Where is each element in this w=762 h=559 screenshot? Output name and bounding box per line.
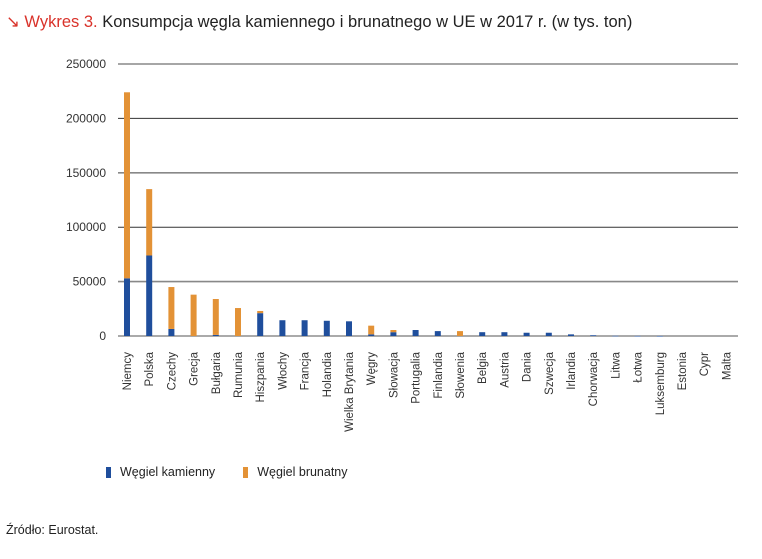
source-note: Źródło: Eurostat.: [6, 523, 99, 537]
bar-lignite: [124, 92, 130, 279]
title-text: Konsumpcja węgla kamiennego i brunatnego…: [102, 13, 633, 31]
bar-hard-coal: [279, 320, 286, 336]
bar-hard-coal: [501, 332, 508, 336]
bar-hard-coal: [146, 255, 153, 336]
x-tick-label: Holandia: [322, 351, 334, 397]
bar-hard-coal: [257, 313, 264, 336]
legend-item-hard-coal: Węgiel kamienny: [106, 465, 215, 479]
x-tick-label: Grecja: [189, 351, 201, 385]
bar-hard-coal: [568, 334, 574, 336]
x-tick-label: Malta: [721, 351, 733, 380]
x-tick-label: Cypr: [699, 352, 711, 376]
y-tick-label: 200000: [66, 111, 106, 125]
x-tick-label: Francja: [300, 351, 312, 390]
x-tick-label: Polska: [144, 351, 156, 386]
x-tick-label: Luksemburg: [655, 352, 667, 415]
bar-hard-coal: [656, 335, 663, 337]
x-tick-label: Dania: [522, 351, 534, 382]
bar-hard-coal: [479, 332, 486, 336]
bar-hard-coal: [634, 335, 641, 337]
y-tick-label: 150000: [66, 166, 106, 180]
bar-lignite: [168, 287, 175, 329]
y-tick-label: 250000: [66, 57, 106, 71]
bar-lignite: [457, 331, 463, 336]
legend-label: Węgiel kamienny: [120, 465, 216, 479]
x-tick-label: Portugalia: [411, 351, 423, 403]
bar-hard-coal: [390, 332, 397, 336]
x-tick-label: Estonia: [677, 351, 689, 390]
bar-hard-coal: [346, 321, 352, 336]
x-tick-label: Litwa: [610, 351, 622, 378]
x-tick-label: Hiszpania: [255, 351, 267, 402]
y-tick-label: 0: [99, 329, 106, 343]
x-tick-label: Wielka Brytania: [344, 351, 356, 431]
bar-hard-coal: [412, 330, 419, 336]
bar-hard-coal: [124, 278, 130, 336]
x-tick-label: Bułgaria: [211, 351, 223, 394]
bar-hard-coal: [368, 334, 375, 336]
y-tick-label: 100000: [66, 220, 106, 234]
bar-hard-coal: [612, 335, 619, 337]
legend: Węgiel kamienny Węgiel brunatny: [106, 465, 348, 479]
x-tick-label: Chorwacja: [588, 351, 600, 406]
legend-label: Węgiel brunatny: [257, 465, 348, 479]
x-tick-label: Irlandia: [566, 351, 578, 389]
bar-hard-coal: [212, 334, 219, 336]
x-tick-label: Austria: [499, 351, 511, 387]
bar-lignite: [390, 330, 397, 333]
x-tick-label: Słowacja: [388, 351, 400, 398]
bar-lignite: [368, 325, 375, 335]
x-tick-label: Finlandia: [433, 351, 445, 398]
bar-hard-coal: [523, 332, 530, 336]
legend-swatch: [243, 466, 249, 478]
x-tick-label: Czechy: [166, 352, 178, 391]
bar-hard-coal: [545, 332, 552, 336]
bar-lignite: [190, 294, 197, 336]
x-tick-label: Niemcy: [122, 352, 134, 391]
x-tick-label: Szwecja: [544, 351, 556, 394]
bar-hard-coal: [434, 331, 441, 336]
x-tick-label: Belgia: [477, 351, 489, 384]
x-tick-label: Włochy: [277, 352, 289, 390]
chart-title: ↘ Wykres 3. Konsumpcja węgla kamiennego …: [6, 12, 632, 32]
bar-lignite: [235, 308, 241, 336]
legend-item-lignite: Węgiel brunatny: [243, 465, 348, 479]
bar-hard-coal: [590, 335, 597, 336]
figure-number: ↘ Wykres 3.: [6, 13, 98, 31]
x-tick-label: Rumunia: [233, 351, 245, 398]
bar-hard-coal: [323, 320, 330, 336]
chart: 0 50000 100000 150000 200000 250000 Niemcy Pols…: [66, 57, 738, 432]
x-tick-label: Węgry: [366, 352, 378, 385]
bar-lignite: [146, 189, 153, 256]
bar-hard-coal: [168, 328, 175, 336]
bar-hard-coal: [301, 320, 308, 336]
legend-swatch: [106, 466, 111, 478]
y-tick-label: 50000: [73, 275, 107, 289]
bar-lignite: [257, 310, 264, 314]
x-tick-label: Łotwa: [633, 351, 645, 382]
x-tick-label: Słowenia: [455, 351, 467, 398]
bar-lignite: [212, 299, 219, 335]
